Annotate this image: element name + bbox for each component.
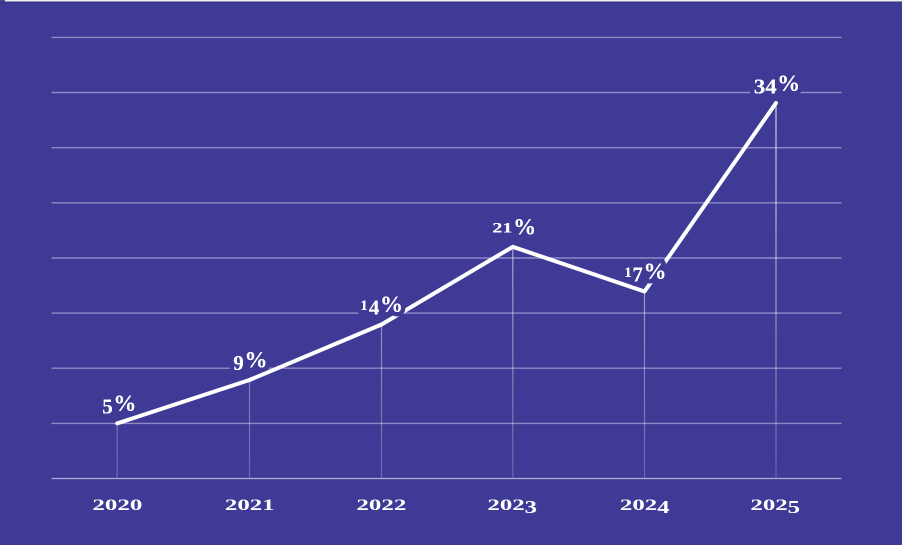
svg-text:2024: 2024 [620, 497, 670, 517]
svg-text:2023: 2023 [487, 497, 537, 517]
svg-text:2025: 2025 [750, 497, 800, 517]
svg-text:2021: 2021 [225, 497, 275, 514]
svg-text:2022: 2022 [356, 497, 406, 514]
svg-text:2020: 2020 [92, 497, 142, 514]
